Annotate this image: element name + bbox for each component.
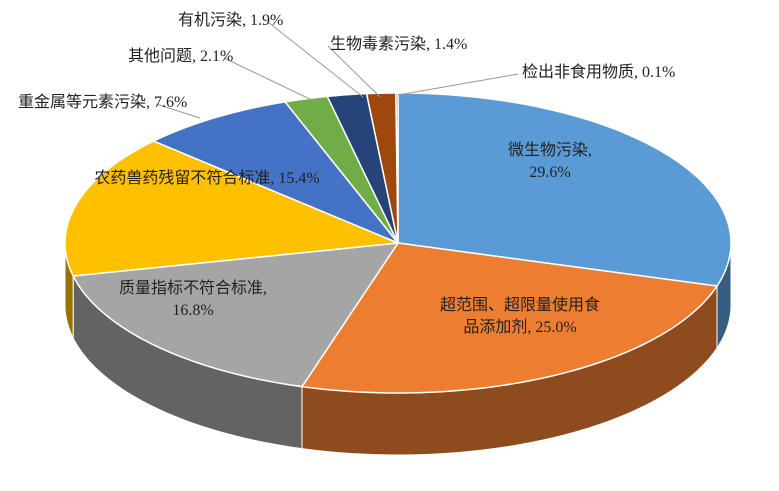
leader-line (267, 21, 364, 98)
leader-line (223, 57, 317, 103)
leader-line (327, 45, 381, 98)
data-label: 超范围、超限量使用食品添加剂, 25.0% (440, 297, 601, 336)
slice (64, 140, 399, 277)
data-label: 微生物污染, 29.6% (507, 142, 592, 181)
data-label: 重金属等元素污染, 7.6% (18, 94, 188, 111)
data-label: 生物毒素污染, 1.4% (330, 36, 468, 53)
data-label: 农药兽药残留不符合标准, 15.4% (94, 170, 320, 187)
slice (326, 92, 399, 244)
leader-line (155, 103, 201, 119)
slice (397, 92, 732, 287)
slice (395, 92, 399, 244)
data-label: 质量指标不符合标准, 16.8% (118, 280, 267, 319)
slice (300, 242, 719, 394)
data-label: 有机污染, 1.9% (178, 12, 284, 29)
slice (71, 242, 400, 388)
data-label: 检出非食用物质, 0.1% (522, 64, 676, 81)
data-label: 其他问题, 2.1% (128, 48, 234, 65)
leader-line (397, 73, 519, 96)
slice (151, 101, 399, 244)
slice (283, 95, 399, 244)
